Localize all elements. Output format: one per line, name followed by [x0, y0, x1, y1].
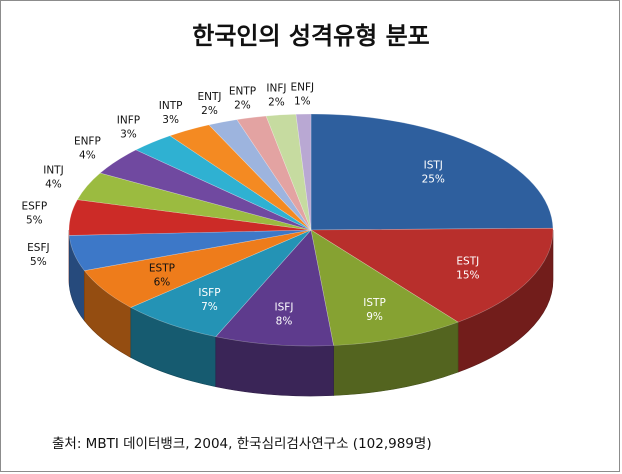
slice-esfp [68, 199, 312, 236]
pie-side-layer [68, 229, 554, 397]
slice-label-estp: ESTP [149, 262, 175, 274]
slice-isfp [130, 229, 312, 337]
slice-value-infj: 2% [268, 97, 285, 109]
slice-label-enfj: ENFJ [291, 82, 315, 94]
slice-value-intp: 3% [162, 114, 179, 126]
slice-estj [309, 227, 554, 323]
pie-label-layer: ISTJ 25% ESTJ 15% ISTP 9% ISFJ 8% ISFP 7% ESTP 6% ES… [22, 82, 480, 328]
slice-value-infp: 3% [120, 128, 137, 140]
slice-istj [310, 113, 554, 231]
slice-label-isfp: ISFP [198, 287, 220, 299]
slice-label-entp: ENTP [229, 86, 256, 98]
source-note: 출처: MBTI 데이터뱅크, 2004, 한국심리검사연구소 (102,989… [52, 436, 432, 452]
slice-infj [265, 113, 312, 231]
slice-intj [76, 172, 312, 231]
slice-infp [135, 135, 312, 231]
slice-entj [208, 119, 312, 231]
slice-label-isfj: ISFJ [275, 302, 294, 314]
slice-label-istp: ISTP [363, 297, 386, 309]
slice-label-infp: INFP [117, 114, 140, 126]
slice-label-entj: ENTJ [198, 91, 222, 103]
chart-title: 한국인의 성격유형 분포 [192, 22, 430, 50]
slice-intp [169, 124, 312, 231]
slice-label-enfp: ENFP [74, 136, 101, 148]
slice-label-infj: INFJ [266, 83, 286, 95]
slice-value-istp: 9% [366, 311, 383, 323]
slice-label-intj: INTJ [43, 164, 63, 176]
slice-label-esfj: ESFJ [27, 242, 49, 254]
slice-enfj [295, 113, 312, 231]
slice-value-entp: 2% [234, 100, 251, 112]
slice-label-intp: INTP [159, 100, 183, 112]
slice-value-isfp: 7% [201, 301, 218, 313]
slice-label-esfp: ESFP [22, 201, 48, 213]
slice-enfp [99, 149, 312, 231]
slice-value-enfp: 4% [79, 150, 96, 162]
slice-entp [236, 115, 312, 231]
slice-value-enfj: 1% [294, 96, 311, 108]
slice-value-entj: 2% [201, 105, 218, 117]
slice-value-esfp: 5% [26, 215, 43, 227]
slice-value-intj: 4% [45, 178, 62, 190]
slice-estp [83, 229, 312, 308]
slice-esfj [68, 229, 312, 271]
slice-value-isfj: 8% [276, 316, 293, 328]
slice-istp [310, 229, 459, 346]
pie-top-layer [68, 113, 554, 347]
slice-value-estp: 6% [154, 276, 171, 288]
slice-value-esfj: 5% [30, 256, 47, 268]
slice-isfj [215, 229, 334, 347]
slice-label-istj: ISTJ [424, 159, 443, 171]
slice-value-estj: 15% [456, 269, 479, 281]
slice-value-istj: 25% [422, 173, 445, 185]
slice-label-estj: ESTJ [456, 255, 479, 267]
